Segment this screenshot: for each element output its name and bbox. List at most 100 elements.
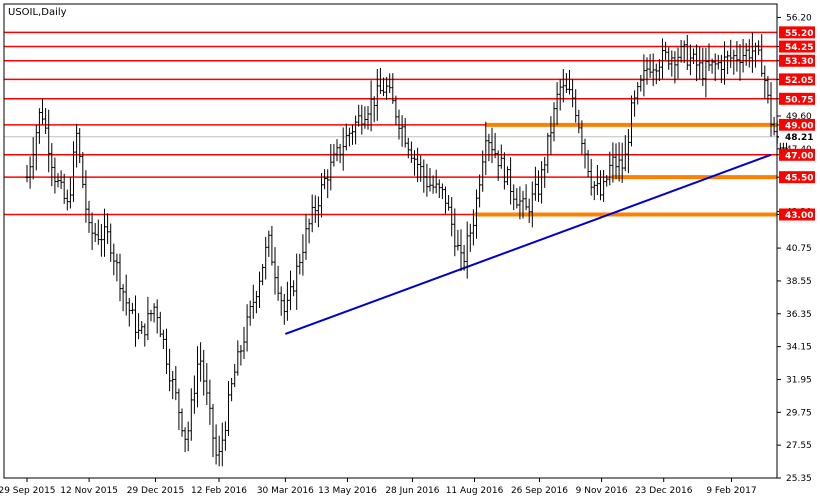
current-price-label: 48.21	[785, 133, 813, 143]
price-bar	[707, 43, 711, 72]
level-label-box	[779, 73, 815, 86]
price-bars	[25, 32, 788, 467]
price-bar	[28, 156, 32, 189]
price-bar	[465, 221, 469, 279]
price-bar	[509, 157, 513, 205]
price-bar	[462, 244, 466, 271]
price-bar	[149, 309, 153, 322]
price-bar	[397, 109, 401, 140]
price-bar	[636, 82, 640, 105]
price-bar	[326, 169, 330, 199]
price-bar	[106, 213, 110, 244]
level-label: 50.75	[785, 95, 813, 105]
price-bar	[425, 163, 429, 197]
price-bar	[196, 346, 199, 408]
price-bar	[171, 370, 175, 400]
price-bar	[25, 164, 29, 183]
price-bar	[270, 225, 274, 266]
price-bar	[732, 49, 736, 75]
y-tick-label: 49.60	[786, 112, 812, 122]
price-bar	[56, 173, 60, 188]
price-bar	[217, 435, 221, 467]
current-price-box	[779, 130, 815, 143]
y-tick-label: 29.75	[786, 408, 812, 418]
x-tick-label: 12 Nov 2015	[60, 486, 118, 496]
price-bar	[208, 379, 212, 425]
price-bar	[143, 323, 147, 347]
price-bar	[409, 141, 413, 163]
price-bar	[447, 195, 451, 211]
price-bar	[363, 106, 367, 129]
price-bar	[444, 186, 447, 214]
price-bar	[254, 290, 258, 314]
price-bar	[140, 321, 144, 335]
price-bar	[772, 116, 776, 136]
price-bar	[44, 108, 48, 134]
y-tick-label: 40.75	[786, 244, 812, 254]
price-bar	[118, 253, 122, 302]
price-bar	[233, 363, 237, 388]
price-bar	[165, 328, 168, 374]
price-bar	[351, 124, 354, 145]
level-label-box	[779, 148, 815, 161]
price-bar	[304, 214, 308, 260]
price-bar	[289, 270, 292, 311]
price-bar	[434, 169, 438, 194]
price-bar	[344, 123, 348, 151]
x-tick-label: 9 Feb 2017	[706, 486, 756, 496]
price-bar	[366, 106, 370, 130]
price-bar	[50, 143, 54, 187]
price-bar	[682, 40, 686, 64]
price-bar	[685, 34, 689, 70]
price-bar	[37, 108, 41, 144]
price-bar	[205, 363, 209, 405]
price-bar	[230, 377, 234, 402]
price-bar	[723, 41, 726, 85]
price-bar	[440, 183, 444, 200]
price-bar	[568, 70, 571, 95]
price-bar	[121, 284, 125, 312]
price-bar	[760, 34, 764, 77]
price-bar	[639, 75, 643, 92]
x-tick-label: 29 Sep 2015	[0, 486, 56, 496]
price-bar	[750, 32, 754, 73]
level-label: 54.25	[785, 43, 813, 53]
price-bar	[673, 51, 677, 84]
price-bar	[729, 39, 733, 68]
price-bar	[754, 42, 757, 68]
price-bar	[506, 166, 509, 186]
price-bar	[335, 139, 339, 162]
price-bar	[468, 223, 472, 252]
price-bar	[633, 90, 637, 117]
price-bar	[630, 95, 633, 147]
price-bar	[654, 63, 658, 85]
y-tick-label: 38.55	[786, 277, 812, 287]
price-bar	[679, 39, 683, 63]
price-bar	[406, 137, 410, 159]
price-bar	[738, 44, 742, 81]
y-tick-label: 31.95	[786, 375, 812, 385]
price-bar	[307, 218, 311, 244]
price-bar	[716, 54, 720, 70]
price-bar	[574, 89, 578, 123]
price-bar	[236, 340, 240, 376]
price-bar	[338, 143, 342, 164]
trendline	[285, 153, 772, 335]
price-bar	[180, 408, 184, 437]
price-bar	[47, 109, 51, 173]
price-bar	[202, 349, 206, 396]
price-bar	[298, 253, 302, 275]
price-bar	[549, 116, 553, 156]
price-bar	[109, 223, 113, 262]
price-bar	[248, 300, 252, 326]
price-bar	[766, 76, 770, 104]
price-bar	[183, 427, 187, 453]
price-bar	[161, 329, 165, 350]
price-bar	[130, 302, 134, 314]
price-bar	[521, 190, 525, 219]
price-bar	[487, 133, 491, 162]
price-bar	[168, 348, 172, 392]
price-bar	[741, 39, 745, 73]
price-bar	[81, 151, 85, 189]
